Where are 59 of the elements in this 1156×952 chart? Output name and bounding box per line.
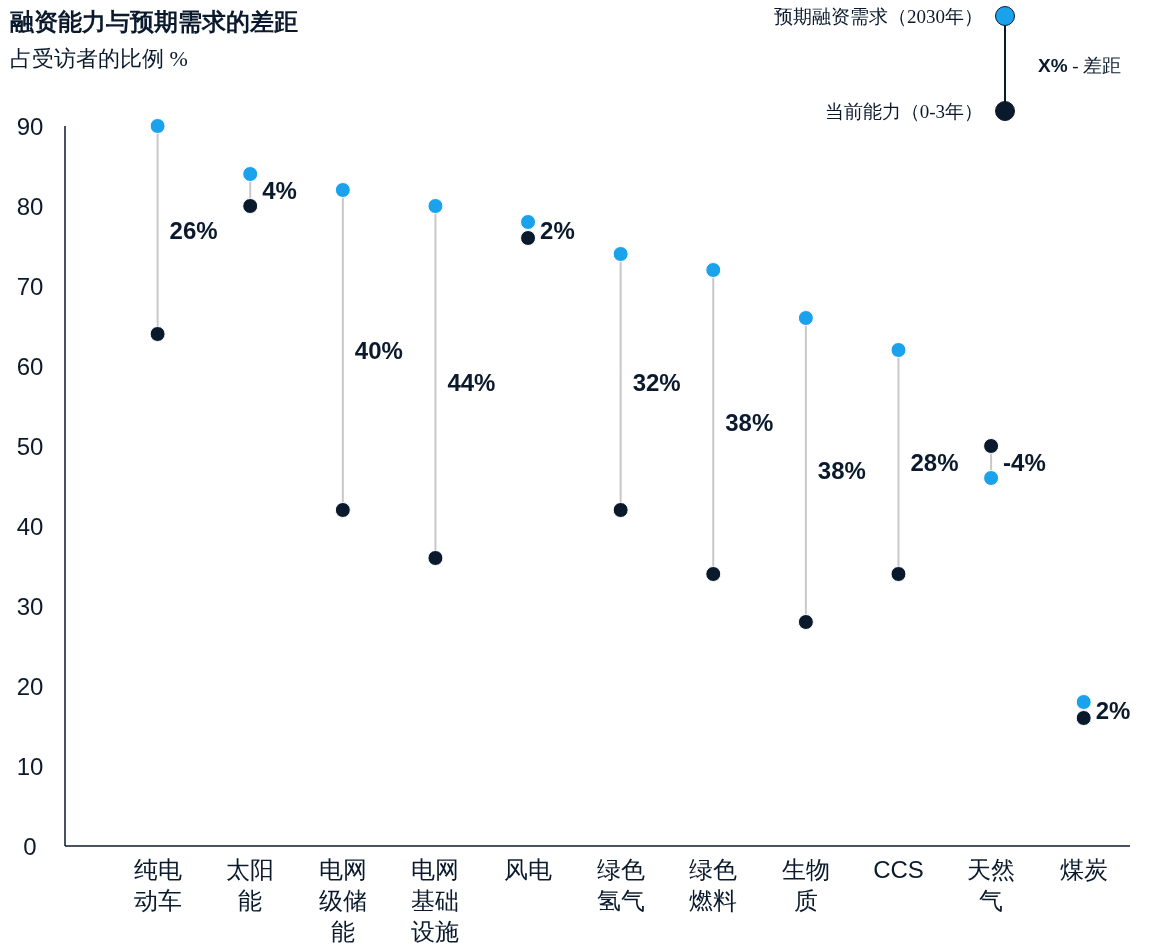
point [242, 166, 259, 182]
point [149, 118, 166, 134]
annotation: 28% [910, 449, 959, 476]
x-tick-label: 太阳能 [226, 857, 275, 914]
y-tick-label: 0 [23, 833, 37, 860]
x-tick-label: 绿色燃料 [689, 857, 738, 914]
point [797, 310, 814, 326]
x-tick-label: 电网级储能 [318, 857, 367, 945]
text: X% - 差距 [1038, 55, 1122, 76]
point [1075, 710, 1092, 726]
x-tick-label: CCS [873, 856, 924, 883]
annotation: 38% [725, 409, 774, 436]
annotation: 38% [817, 457, 866, 484]
annotation: 2% [1095, 697, 1131, 724]
point [427, 550, 444, 566]
point [890, 566, 907, 582]
annotation: 40% [354, 337, 403, 364]
y-tick-label: 10 [16, 753, 44, 780]
x-tick-label: 生物质 [781, 857, 830, 914]
y-tick-label: 70 [16, 273, 44, 300]
y-tick-label: 90 [16, 113, 44, 140]
y-tick-label: 80 [16, 193, 44, 220]
point [242, 198, 259, 214]
y-tick-label: 20 [16, 673, 44, 700]
point [149, 326, 166, 342]
point [890, 342, 907, 358]
point [705, 262, 722, 278]
point [612, 246, 629, 262]
y-tick-label: 30 [16, 593, 44, 620]
annotation: -4% [1003, 449, 1046, 476]
point [797, 614, 814, 630]
x-tick-label: 煤炭 [1059, 857, 1108, 883]
point [520, 214, 537, 230]
x-tick-label: 天然气 [967, 857, 1016, 914]
point [1075, 694, 1092, 710]
point [520, 230, 537, 246]
annotation: 44% [447, 369, 496, 396]
x-tick-label: 电网基础设施 [411, 857, 460, 945]
point [334, 182, 351, 198]
annotation: 32% [632, 369, 681, 396]
x-tick-label: 纯电动车 [133, 857, 182, 914]
point [612, 502, 629, 518]
legend-label: 预期融资需求（2030年） [774, 6, 983, 27]
annotation: 4% [262, 177, 297, 204]
legend-label: 当前能力（0-3年） [824, 101, 983, 122]
y-tick-label: 50 [16, 433, 44, 460]
point [334, 502, 351, 518]
chart-subtitle: 占受访者的比例 % [10, 46, 188, 71]
point [983, 470, 1000, 486]
annotation: 26% [169, 217, 218, 244]
point [983, 438, 1000, 454]
point [705, 566, 722, 582]
y-tick-label: 40 [16, 513, 44, 540]
point [427, 198, 444, 214]
annotation: 2% [540, 217, 575, 244]
x-tick-label: 绿色氢气 [596, 857, 645, 914]
chart-title: 融资能力与预期需求的差距 [10, 9, 298, 35]
y-tick-label: 60 [16, 353, 44, 380]
x-tick-label: 风电 [504, 857, 553, 883]
